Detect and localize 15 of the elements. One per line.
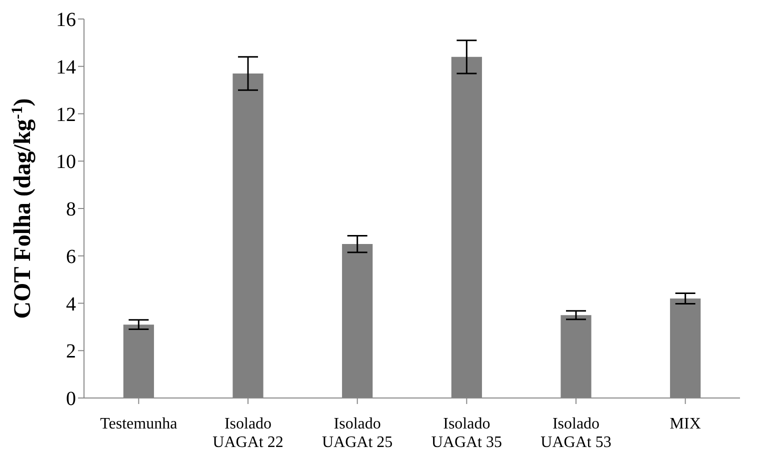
y-tick-label: 6 [66, 246, 76, 268]
x-tick-label: MIX [670, 415, 702, 432]
y-tick-label: 14 [56, 56, 76, 78]
x-tick-label: Isolado UAGAt 35 [431, 415, 502, 451]
y-tick-label: 16 [56, 9, 76, 32]
x-tick-label: Isolado UAGAt 25 [322, 415, 393, 451]
y-tick-label: 2 [66, 340, 76, 363]
y-tick-label: 4 [66, 293, 76, 316]
x-tick-label: Testemunha [100, 415, 178, 432]
y-tick-label: 0 [66, 388, 76, 410]
x-tick-label: Isolado UAGAt 22 [212, 415, 284, 451]
y-tick-label: 12 [56, 104, 76, 126]
x-tick-label: Isolado UAGAt 53 [540, 415, 612, 451]
y-tick-label: 8 [66, 198, 76, 221]
y-tick-label: 10 [56, 151, 76, 174]
